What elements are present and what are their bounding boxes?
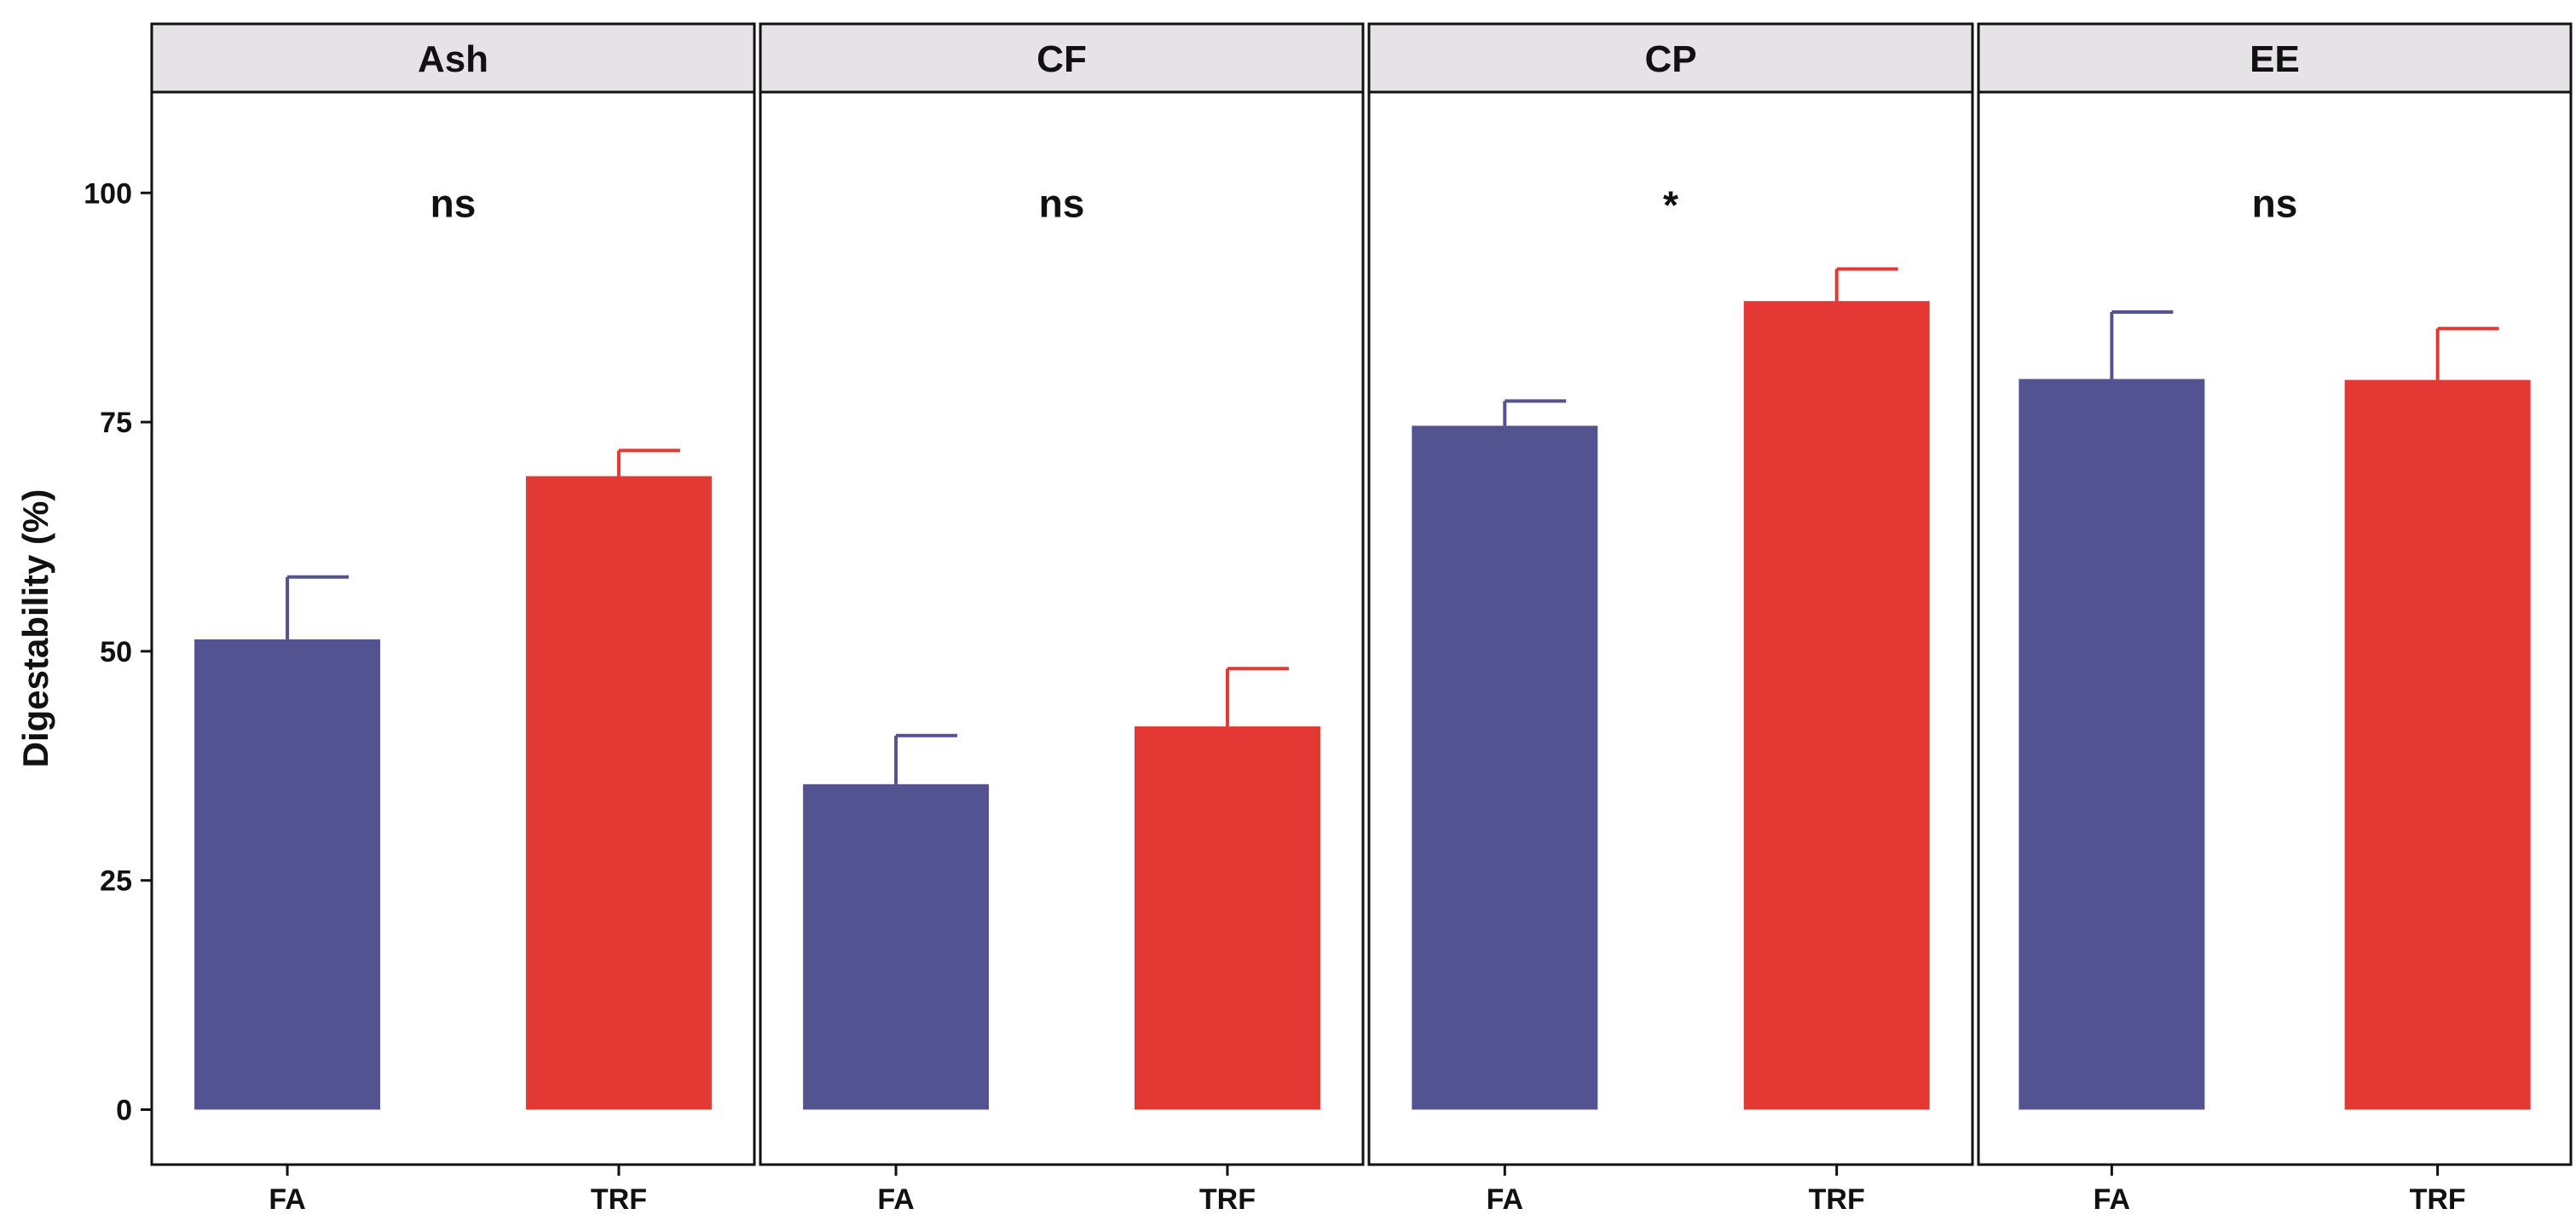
strip-label: Ash xyxy=(418,38,488,80)
bar-trf xyxy=(525,476,712,1110)
panel-cf: CF FA TRF ns xyxy=(759,22,1365,1216)
x-tick-label: TRF xyxy=(1199,1183,1256,1216)
bar-fa xyxy=(2019,379,2205,1110)
y-axis-title: Digestability (%) xyxy=(15,489,55,768)
x-tick-label: TRF xyxy=(591,1183,647,1216)
strip-background xyxy=(1367,22,1974,94)
panel-cp: CP FA TRF * xyxy=(1367,22,1974,1216)
significance-label: * xyxy=(1663,182,1678,227)
y-axis: Digestability (%) 0 25 50 75 100 xyxy=(15,177,152,1126)
bar-fa xyxy=(803,784,990,1110)
bar-trf xyxy=(1134,726,1320,1110)
y-tick-label: 50 xyxy=(100,636,132,668)
strip-background xyxy=(759,22,1365,94)
y-tick-label: 75 xyxy=(100,407,132,439)
y-tick-label: 100 xyxy=(84,177,132,210)
bar-trf xyxy=(2344,379,2531,1110)
x-tick-label: TRF xyxy=(2410,1183,2466,1216)
x-tick-label: FA xyxy=(1487,1183,1523,1216)
y-tick-label: 0 xyxy=(116,1094,132,1126)
facet-panels: Ash FA TRF ns CF FA TRF ns CP FA TRF * EE FA TRF ns xyxy=(150,22,2573,1216)
x-tick-label: TRF xyxy=(1809,1183,1865,1216)
strip-background xyxy=(150,22,756,94)
panel-ee: EE FA TRF ns xyxy=(1977,22,2573,1216)
strip-background xyxy=(1977,22,2573,94)
significance-label: ns xyxy=(430,181,477,225)
bar-trf xyxy=(1743,301,1930,1110)
strip-label: CF xyxy=(1037,38,1087,80)
bar-fa xyxy=(194,639,381,1110)
x-tick-label: FA xyxy=(269,1183,305,1216)
strip-label: CP xyxy=(1644,38,1696,80)
panel-ash: Ash FA TRF ns xyxy=(150,22,756,1216)
y-tick-label: 25 xyxy=(100,865,132,898)
strip-label: EE xyxy=(2250,38,2300,80)
x-tick-label: FA xyxy=(877,1183,914,1216)
significance-label: ns xyxy=(1039,181,1085,225)
bar-fa xyxy=(1412,425,1598,1110)
x-tick-label: FA xyxy=(2094,1183,2130,1216)
significance-label: ns xyxy=(2252,181,2298,225)
